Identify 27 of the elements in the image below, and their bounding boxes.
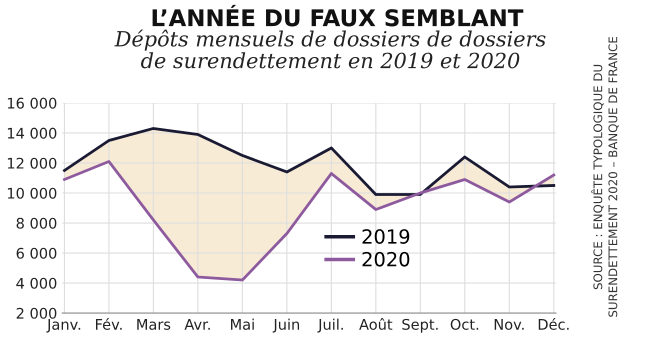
line-series [63, 160, 556, 282]
x-tick-label: Sept. [402, 318, 438, 333]
y-tick-label: 12 000 [8, 158, 56, 169]
legend-label: 2020 [362, 252, 410, 267]
x-tick-label: Janv. [46, 319, 80, 333]
y-tick-label: 6 000 [16, 248, 56, 259]
x-tick-label: Mars [137, 319, 170, 330]
x-tick-label: Mai [231, 318, 254, 330]
chart-subtitle: Dépôts mensuels de dossiers de dossiers de surendettement en 2019 et 2020 [114, 30, 546, 68]
y-tick-label: 2 000 [16, 308, 56, 319]
line-series [63, 127, 556, 196]
y-tick-label: 8 000 [16, 218, 56, 229]
x-tick-label: Juin [272, 318, 300, 333]
x-tick-label: Août [359, 318, 392, 330]
x-tick-label: Déc. [538, 318, 569, 330]
x-tick-label: Avr. [184, 319, 210, 330]
x-tick-label: Fév. [96, 318, 122, 330]
y-tick-label: 16 000 [8, 98, 56, 109]
chart-title: L’ANNÉE DU FAUX SEMBLANT [152, 4, 524, 26]
x-tick-label: Oct. [450, 318, 478, 330]
legend-label: 2019 [362, 229, 410, 244]
x-tick-label: Nov. [494, 319, 524, 330]
y-tick-label: 4 000 [16, 278, 56, 289]
x-tick-label: Juil. [317, 318, 343, 333]
y-tick-label: 10 000 [8, 188, 56, 199]
source-note: SOURCE : ENQUÊTE TYPOLOGIQUE DU SURENDETTEMENT 2020 – BANQUE DE FRANCE [591, 37, 619, 317]
y-tick-label: 14 000 [8, 128, 56, 139]
